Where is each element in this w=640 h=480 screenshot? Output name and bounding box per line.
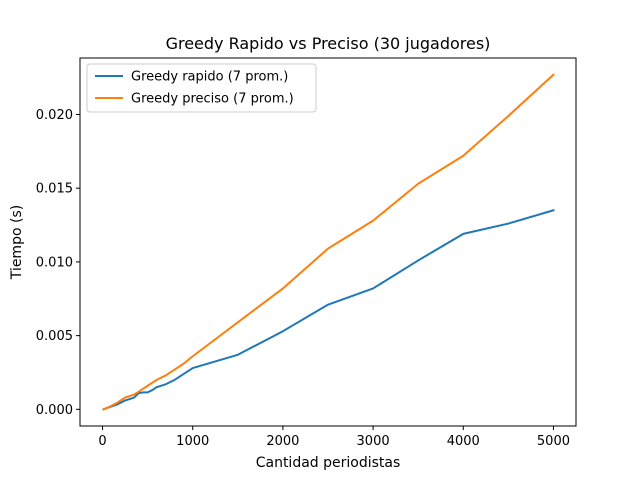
- y-axis-label: Tiempo (s): [9, 205, 25, 280]
- chart-title: Greedy Rapido vs Preciso (30 jugadores): [166, 34, 491, 53]
- x-tick-label: 4000: [447, 434, 480, 449]
- legend: Greedy rapido (7 prom.) Greedy preciso (7…: [86, 63, 317, 113]
- plot-frame: [79, 57, 577, 427]
- series-line-2: [102, 73, 555, 411]
- y-tick-label: 0.000: [36, 403, 73, 418]
- y-tick-label: 0.010: [36, 255, 73, 270]
- y-tick-label: 0.020: [36, 108, 73, 123]
- y-tick-label: 0.015: [36, 182, 73, 197]
- legend-label-1: Greedy rapido (7 prom.): [131, 70, 288, 85]
- legend-label-2: Greedy preciso (7 prom.): [131, 92, 294, 107]
- x-axis: 0 1000 2000 3000 4000 5000: [98, 426, 570, 449]
- legend-box: [86, 63, 317, 113]
- y-axis: 0.000 0.005 0.010 0.015 0.020: [36, 108, 80, 418]
- series-line-1: [102, 209, 555, 411]
- x-tick-label: 0: [98, 434, 106, 449]
- x-tick-label: 3000: [357, 434, 390, 449]
- x-axis-label: Cantidad periodistas: [256, 455, 401, 471]
- x-tick-label: 2000: [266, 434, 299, 449]
- x-tick-label: 1000: [176, 434, 209, 449]
- y-tick-label: 0.005: [36, 329, 73, 344]
- plot-area: [102, 73, 555, 411]
- x-tick-label: 5000: [537, 434, 570, 449]
